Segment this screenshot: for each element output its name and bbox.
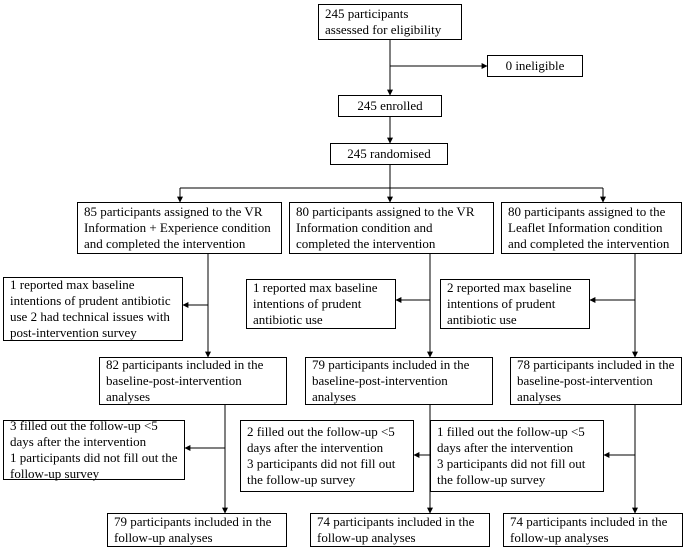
node-assignVRInfo: 80 participants assigned to the VR Infor… — [289, 202, 494, 254]
node-fu_excl1-label: 3 filled out the follow-up <5 days after… — [10, 418, 178, 483]
edge-18 — [604, 405, 635, 455]
node-assignVRExp-label: 85 participants assigned to the VR Infor… — [84, 204, 275, 253]
node-randomised-label: 245 randomised — [347, 146, 430, 162]
node-enrolled: 245 enrolled — [338, 95, 442, 117]
node-final2-label: 74 participants included in the follow-u… — [317, 514, 483, 547]
node-eligibility-label: 245 participants assessed for eligibilit… — [325, 6, 455, 39]
edge-12 — [590, 254, 635, 300]
node-fu_excl2-label: 2 filled out the follow-up <5 days after… — [247, 424, 407, 489]
node-assignVRInfo-label: 80 participants assigned to the VR Infor… — [296, 204, 487, 253]
node-fu_excl2: 2 filled out the follow-up <5 days after… — [240, 420, 414, 492]
node-excl3: 2 reported max baseline intentions of pr… — [440, 279, 590, 329]
node-excl1: 1 reported max baseline intentions of pr… — [3, 277, 183, 341]
node-blpost2: 79 participants included in the baseline… — [305, 357, 493, 405]
node-assignLeaflet-label: 80 participants assigned to the Leaflet … — [508, 204, 675, 253]
node-blpost1-label: 82 participants included in the baseline… — [106, 357, 280, 406]
node-fu_excl3-label: 1 filled out the follow-up <5 days after… — [437, 424, 597, 489]
node-excl3-label: 2 reported max baseline intentions of pr… — [447, 280, 583, 329]
node-excl1-label: 1 reported max baseline intentions of pr… — [10, 277, 176, 342]
node-blpost3-label: 78 participants included in the baseline… — [517, 357, 675, 406]
node-final2: 74 participants included in the follow-u… — [310, 513, 490, 547]
node-excl2: 1 reported max baseline intentions of pr… — [246, 279, 396, 329]
node-final3: 74 participants included in the follow-u… — [503, 513, 683, 547]
node-ineligible-label: 0 ineligible — [506, 58, 565, 74]
node-excl2-label: 1 reported max baseline intentions of pr… — [253, 280, 389, 329]
node-ineligible: 0 ineligible — [487, 55, 583, 77]
edge-10 — [396, 254, 430, 300]
node-enrolled-label: 245 enrolled — [357, 98, 422, 114]
edge-16 — [414, 405, 430, 455]
node-blpost3: 78 participants included in the baseline… — [510, 357, 682, 405]
node-final1: 79 participants included in the follow-u… — [107, 513, 287, 547]
node-blpost1: 82 participants included in the baseline… — [99, 357, 287, 405]
node-final3-label: 74 participants included in the follow-u… — [510, 514, 676, 547]
node-final1-label: 79 participants included in the follow-u… — [114, 514, 280, 547]
node-fu_excl1: 3 filled out the follow-up <5 days after… — [3, 420, 185, 480]
node-randomised: 245 randomised — [330, 143, 448, 165]
node-assignVRExp: 85 participants assigned to the VR Infor… — [77, 202, 282, 254]
node-fu_excl3: 1 filled out the follow-up <5 days after… — [430, 420, 604, 492]
node-eligibility: 245 participants assessed for eligibilit… — [318, 4, 462, 40]
node-blpost2-label: 79 participants included in the baseline… — [312, 357, 486, 406]
node-assignLeaflet: 80 participants assigned to the Leaflet … — [501, 202, 682, 254]
